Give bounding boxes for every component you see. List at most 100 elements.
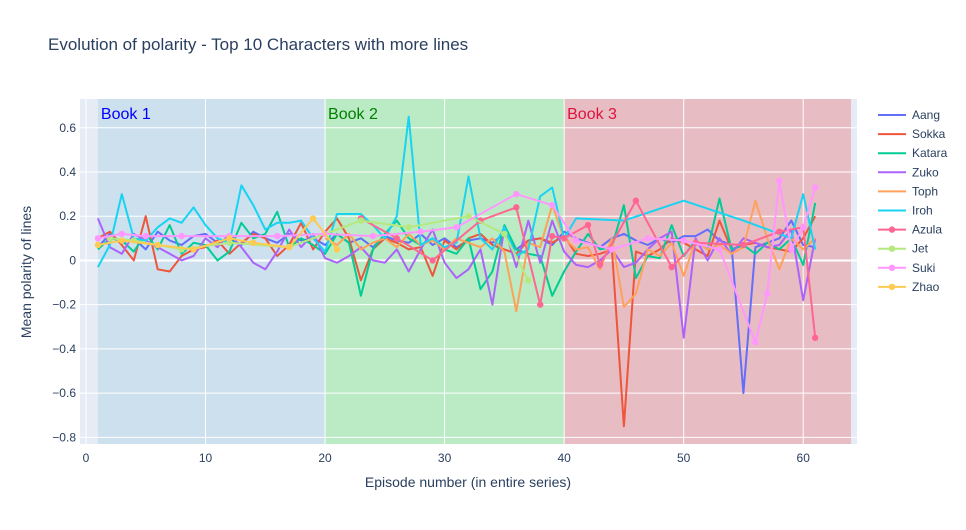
y-tick-label: 0.2 — [59, 209, 76, 223]
plot-area: Book 1 Book 2 Book 3 0 10 20 30 40 50 60 −0.8 −0.6 −… — [52, 99, 857, 465]
data-point-zhao — [285, 243, 293, 251]
data-point-zhao — [333, 246, 341, 253]
data-point-azula — [632, 197, 640, 204]
series-toph — [324, 199, 816, 313]
data-point-zhao — [226, 235, 233, 242]
legend-item-aang[interactable]: Aang — [878, 108, 940, 122]
legend: Aang Sokka Katara Zuko Toph Iroh Azula Jet Suki Z… — [878, 108, 948, 294]
series-sokka — [97, 215, 817, 428]
legend-label-suki: Suki — [912, 261, 935, 275]
data-point-suki — [417, 228, 424, 235]
x-tick-label: 60 — [797, 451, 811, 465]
data-point-azula — [596, 261, 604, 269]
data-point-suki — [608, 246, 616, 253]
x-tick-label: 30 — [438, 451, 452, 465]
data-point-jet — [525, 277, 532, 284]
data-point-azula — [560, 235, 568, 242]
data-point-suki — [453, 224, 460, 231]
series-line-toph — [324, 199, 816, 313]
chart-title: Evolution of polarity - Top 10 Character… — [48, 35, 468, 54]
legend-label-zhao: Zhao — [912, 280, 940, 294]
legend-label-zuko: Zuko — [912, 165, 939, 179]
data-point-azula — [740, 241, 747, 249]
data-point-azula — [429, 257, 436, 264]
data-point-suki — [811, 184, 819, 191]
data-point-jet — [357, 217, 365, 224]
legend-label-azula: Azula — [912, 223, 942, 237]
x-tick-label: 50 — [677, 451, 691, 465]
legend-label-jet: Jet — [912, 242, 929, 256]
legend-label-toph: Toph — [912, 184, 938, 198]
data-point-suki — [142, 232, 149, 240]
legend-item-azula[interactable]: Azula — [878, 223, 942, 237]
series-line-zuko — [96, 218, 817, 339]
data-point-suki — [274, 232, 281, 240]
series-zuko — [96, 218, 817, 339]
data-point-suki — [94, 235, 102, 242]
data-point-suki — [776, 177, 783, 185]
legend-item-iroh[interactable]: Iroh — [878, 204, 933, 218]
data-point-jet — [226, 239, 233, 246]
data-point-azula — [811, 334, 819, 342]
data-point-suki — [716, 246, 723, 253]
x-tick-label: 10 — [199, 451, 213, 465]
series-suki — [94, 177, 819, 346]
series-zhao — [94, 215, 341, 253]
legend-label-iroh: Iroh — [912, 204, 933, 218]
x-axis-title: Episode number (in entire series) — [365, 474, 571, 490]
book-label-3: Book 3 — [567, 106, 617, 123]
legend-item-zhao[interactable]: Zhao — [878, 280, 940, 294]
data-point-zhao — [250, 239, 257, 246]
data-point-suki — [800, 224, 807, 231]
legend-item-sokka[interactable]: Sokka — [878, 127, 946, 141]
book-band-1 — [97, 99, 326, 444]
book-label-2: Book 2 — [328, 106, 378, 123]
data-point-suki — [680, 237, 687, 244]
legend-item-jet[interactable]: Jet — [878, 242, 929, 256]
data-point-azula — [584, 221, 592, 229]
legend-item-suki[interactable]: Suki — [878, 261, 935, 275]
data-point-azula — [776, 228, 783, 235]
book-label-1: Book 1 — [101, 106, 151, 123]
data-point-azula — [513, 204, 520, 211]
y-tick-label: 0.6 — [59, 121, 76, 135]
data-point-azula — [393, 235, 400, 242]
data-point-suki — [178, 232, 185, 240]
legend-item-katara[interactable]: Katara — [878, 146, 948, 160]
y-tick-label: 0 — [69, 253, 76, 267]
data-point-zhao — [94, 241, 102, 249]
legend-marker-jet — [888, 245, 896, 252]
data-point-zhao — [118, 237, 126, 244]
data-point-zhao — [190, 246, 197, 253]
data-point-suki — [788, 246, 795, 253]
legend-marker-azula — [888, 226, 896, 233]
data-point-zhao — [154, 241, 161, 249]
data-point-azula — [537, 301, 544, 308]
y-tick-label: −0.8 — [52, 430, 76, 444]
data-point-suki — [118, 230, 126, 238]
data-point-zhao — [309, 215, 317, 222]
y-tick-label: −0.6 — [52, 386, 76, 400]
y-tick-label: −0.2 — [52, 298, 76, 312]
data-point-suki — [764, 290, 771, 297]
data-point-suki — [513, 190, 520, 198]
data-point-suki — [369, 232, 377, 240]
legend-label-katara: Katara — [912, 146, 948, 160]
y-tick-label: 0.4 — [59, 165, 76, 179]
data-point-azula — [548, 232, 556, 240]
data-point-suki — [752, 339, 759, 346]
series-line-iroh — [97, 115, 817, 268]
data-point-jet — [465, 213, 472, 220]
legend-marker-suki — [888, 264, 896, 271]
legend-label-aang: Aang — [912, 108, 940, 122]
data-point-jet — [501, 230, 508, 238]
x-tick-label: 0 — [83, 451, 90, 465]
y-axis-title: Mean polarity of lines — [18, 206, 34, 338]
legend-marker-zhao — [888, 283, 896, 291]
legend-item-zuko[interactable]: Zuko — [878, 165, 939, 179]
data-point-jet — [405, 224, 412, 231]
y-tick-label: −0.4 — [52, 342, 76, 356]
legend-item-toph[interactable]: Toph — [878, 184, 938, 198]
